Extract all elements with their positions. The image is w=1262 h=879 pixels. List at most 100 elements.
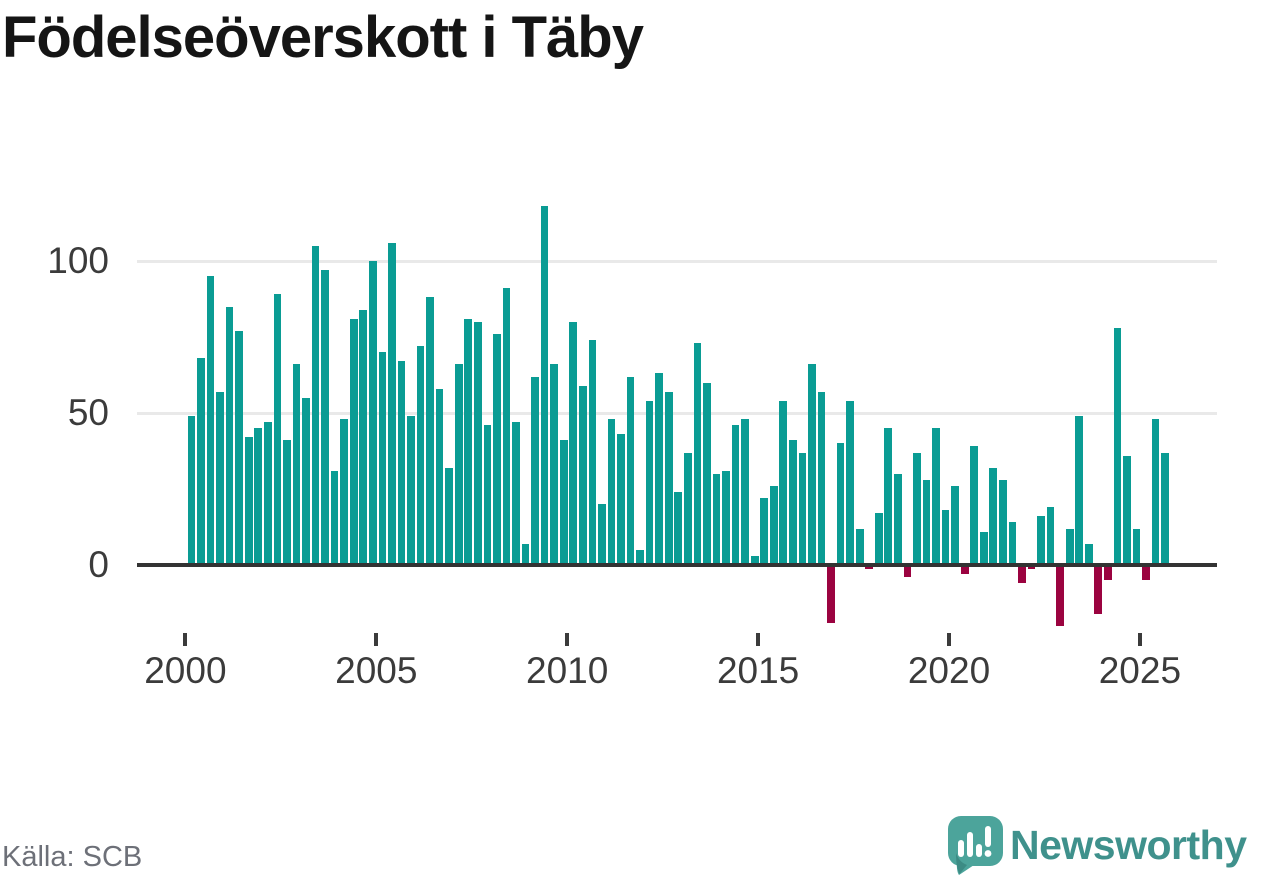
bar [617, 434, 625, 563]
bar [340, 419, 349, 563]
bar [1123, 455, 1131, 563]
bar [846, 400, 854, 563]
bar [1084, 543, 1093, 563]
brand-logo: Newsworthy [947, 815, 1247, 877]
bar [578, 385, 587, 563]
x-axis-line [137, 563, 1217, 567]
bar [664, 391, 673, 563]
bar [894, 473, 902, 563]
bar [951, 485, 959, 563]
bar [703, 382, 711, 563]
bar-negative [1027, 567, 1036, 569]
bar [989, 467, 998, 563]
x-tick-label: 2000 [144, 650, 227, 691]
bar [741, 419, 749, 563]
bar-negative [1094, 567, 1103, 614]
bar [416, 346, 425, 563]
bar [445, 467, 454, 563]
bar-negative [1018, 567, 1026, 584]
y-tick-label: 0 [88, 544, 109, 585]
bar [321, 270, 329, 563]
bar [626, 376, 635, 563]
bar [302, 397, 310, 563]
bar [779, 400, 788, 563]
x-tick-mark [1137, 633, 1142, 646]
bar [550, 364, 559, 563]
bar [292, 364, 301, 563]
bar [1065, 528, 1074, 563]
bar-negative [827, 567, 835, 623]
bar [1008, 522, 1017, 563]
bar [435, 388, 444, 563]
bar [244, 437, 253, 563]
bar [1132, 528, 1141, 563]
bar [922, 479, 931, 563]
x-tick-mark [756, 633, 761, 646]
bar [855, 528, 864, 563]
bar [216, 391, 224, 563]
bar [569, 321, 578, 563]
bar [426, 297, 434, 563]
bar [941, 510, 950, 563]
gridline-100 [137, 259, 1217, 263]
bar [559, 440, 568, 563]
bar [636, 549, 644, 563]
bar [521, 543, 530, 563]
bar-negative [1104, 567, 1112, 581]
bar [645, 400, 654, 563]
bar-negative [865, 567, 874, 569]
bar-negative [903, 567, 912, 578]
x-tick-mark [374, 633, 379, 646]
bar [349, 318, 358, 563]
bar [874, 513, 883, 563]
bar [540, 206, 549, 563]
y-tick-label: 50 [67, 392, 109, 433]
bar [674, 492, 683, 563]
bar [483, 425, 492, 563]
bar [731, 425, 740, 563]
gridline-50 [137, 411, 1217, 415]
bar [932, 428, 940, 563]
bar [1037, 516, 1045, 563]
bar [388, 242, 396, 563]
bar [607, 419, 616, 563]
bar [798, 452, 807, 563]
bar [378, 352, 387, 563]
bar [283, 440, 291, 563]
bar [979, 531, 988, 563]
bar [588, 340, 597, 563]
bar [683, 452, 692, 563]
brand-name: Newsworthy [1010, 822, 1247, 868]
bar [999, 479, 1007, 563]
bar [187, 416, 196, 563]
bar [531, 376, 539, 563]
bar [254, 428, 263, 563]
x-tick-mark [565, 633, 570, 646]
bar [1075, 416, 1084, 563]
x-tick-mark [183, 633, 188, 646]
x-tick-label: 2010 [526, 650, 609, 691]
bar [206, 276, 215, 563]
bar [273, 294, 282, 563]
x-tick-mark [947, 633, 951, 646]
bar [970, 446, 979, 563]
x-tick-label: 2025 [1098, 650, 1182, 691]
bar [1161, 452, 1169, 563]
bar [263, 422, 272, 563]
bar [464, 318, 473, 563]
x-tick-label: 2015 [716, 650, 800, 691]
bar [817, 391, 826, 563]
bar [311, 245, 320, 563]
bar [1151, 419, 1160, 563]
bar [473, 321, 482, 563]
bar [493, 333, 501, 563]
newsworthy-bubble-chart-icon [948, 816, 1003, 875]
bar-negative [960, 567, 969, 575]
bar [502, 288, 511, 563]
bar [750, 555, 759, 563]
bar [722, 470, 730, 563]
bar [598, 504, 606, 563]
bar [512, 422, 520, 563]
bar [1113, 327, 1122, 563]
